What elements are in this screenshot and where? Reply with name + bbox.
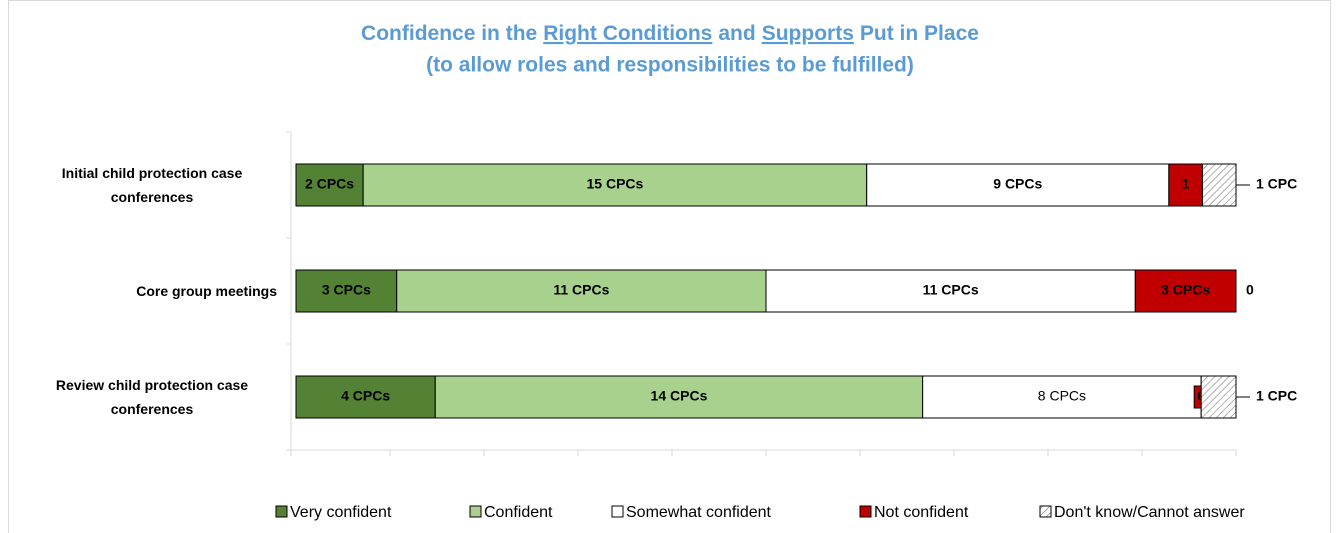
bar-segment: [1134, 269, 1237, 313]
bar-segment: [866, 163, 1170, 207]
chart-title: Confidence in the Right Conditions and Supp…: [361, 22, 979, 45]
chart-frame: [8, 0, 1331, 533]
legend-swatch: [611, 505, 624, 518]
legend-label: Confident: [484, 504, 553, 521]
bar-segment: [295, 163, 364, 207]
category-label-box: Initial child protection case conference…: [27, 161, 277, 209]
data-label: 2 CPCs: [305, 176, 354, 192]
bar-segment: [362, 163, 868, 207]
data-label: 11 CPCs: [923, 282, 979, 298]
category-label: Review child protection case conferences: [55, 377, 249, 417]
title-part: and: [718, 22, 755, 45]
title-part: Supports: [762, 22, 854, 45]
title-part: Right Conditions: [543, 22, 712, 45]
bar-segment: [396, 269, 767, 313]
data-label: 9 CPCs: [993, 176, 1042, 192]
legend-label: Very confident: [290, 504, 392, 521]
data-label: 14 CPCs: [651, 388, 708, 404]
data-label: 1 CPC: [1256, 388, 1297, 404]
category-label: Core group meetings: [136, 283, 277, 299]
data-label: 3 CPCs: [322, 282, 371, 298]
bar-segment: [765, 269, 1136, 313]
data-label: 3 CPCs: [1161, 282, 1210, 298]
data-label: 15 CPCs: [587, 176, 644, 192]
chart-subtitle: (to allow roles and responsibilities to …: [426, 54, 914, 77]
category-label: Initial child protection case conference…: [61, 165, 243, 205]
legend-label: Somewhat confident: [626, 504, 772, 521]
title-part: Put in Place: [860, 22, 979, 45]
data-label: 11 CPCs: [553, 282, 609, 298]
legend-label: Not confident: [874, 504, 969, 521]
legend-swatch: [859, 505, 872, 518]
data-label: 8 CPCs: [1038, 388, 1086, 404]
bar-segment: [1200, 375, 1237, 419]
legend-swatch: [275, 505, 288, 518]
legend-label: Don't know/Cannot answer: [1054, 504, 1245, 521]
data-label: 1: [1182, 176, 1190, 192]
category-label-box: Review child protection case conferences: [27, 373, 277, 421]
data-label: 4 CPCs: [341, 388, 390, 404]
title-part: Confidence in the: [361, 22, 537, 45]
data-label: 0: [1246, 282, 1254, 298]
legend-swatch: [469, 505, 482, 518]
bar-segment: [434, 375, 924, 419]
legend-swatch: [1039, 505, 1052, 518]
data-label: 1 CPC: [1256, 176, 1297, 192]
bar-segment: [1201, 163, 1237, 207]
category-label-box: Core group meetings: [136, 279, 277, 303]
